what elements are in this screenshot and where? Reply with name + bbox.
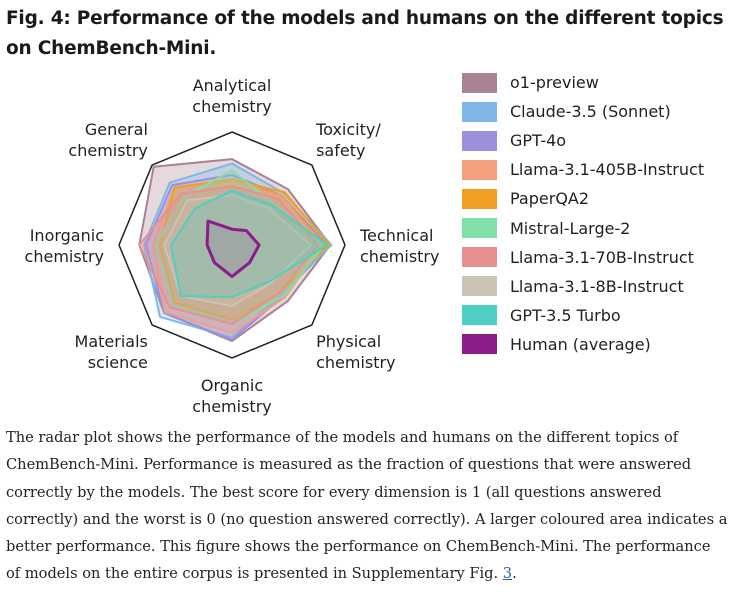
figure-caption: The radar plot shows the performance of … [6,424,728,588]
axis-label-analytical-chemistry: Analytical chemistry [192,76,271,116]
axis-label-toxicity-safety: Toxicity/safety [315,120,381,160]
axis-label-line: chemistry [192,97,271,116]
legend-item-llama-3-1-70b-instruct: Llama-3.1-70B-Instruct [462,243,732,272]
axis-label-line: chemistry [316,353,395,372]
axis-label-technical-chemistry: Technical chemistry [359,226,439,266]
axis-label-line: Materials [75,332,148,351]
legend-label: Claude-3.5 (Sonnet) [510,102,671,122]
radar-outer-frame [118,131,346,359]
caption-end: . [512,565,517,583]
axis-label-physical-chemistry: Physical chemistry [316,332,395,372]
legend-label: Mistral-Large-2 [510,218,631,238]
legend-item-gpt-3-5-turbo: GPT-3.5 Turbo [462,301,732,330]
legend-swatch [462,188,497,209]
legend-label: Llama-3.1-70B-Instruct [510,247,694,267]
legend-item-claude-3-5-sonnet: Claude-3.5 (Sonnet) [462,97,732,126]
axis-label-line: safety [316,141,365,160]
legend-label: Llama-3.1-405B-Instruct [510,160,705,180]
legend-item-gpt-4o: GPT-4o [462,126,732,155]
legend-item-llama-3-1-405b-instruct: Llama-3.1-405B-Instruct [462,155,732,184]
supplementary-fig-link[interactable]: 3 [502,565,513,583]
legend-swatch [462,218,497,239]
axis-label-line: Physical [316,332,381,351]
radar-chart: Analytical chemistry Toxicity/safety Techni… [25,76,440,416]
figure-title: Fig. 4: Performance of the models and hu… [6,8,724,59]
axis-label-general-chemistry: General chemistry [68,120,147,160]
legend-swatch [462,334,497,355]
series-human-average [205,219,261,279]
axis-label-line: Technical [359,226,433,245]
legend-item-o1-preview: o1-preview [462,68,732,97]
axis-label-line: chemistry [360,247,439,266]
caption-text: The radar plot shows the performance of … [6,429,728,583]
legend-label: PaperQA2 [510,189,590,209]
chart-legend: o1-preview Claude-3.5 (Sonnet) GPT-4o Llama… [462,68,732,359]
series-llama-3-1-70b-instruct [138,185,319,326]
axis-label-line: chemistry [68,141,147,160]
frame-layer [118,131,346,359]
legend-label: Llama-3.1-8B-Instruct [510,276,684,296]
series-gpt-3-5-turbo [170,189,328,298]
legend-swatch [462,130,497,151]
axis-label-line: chemistry [192,397,271,416]
legend-swatch [462,101,497,122]
legend-swatch [462,276,497,297]
axis-label-layer: Analytical chemistry Toxicity/safety Techni… [25,76,440,416]
series-layer [138,158,333,343]
legend-label: o1-preview [510,73,599,93]
legend-swatch [462,159,497,180]
legend-label: GPT-4o [510,131,567,151]
axis-label-line: Toxicity/ [315,120,381,139]
axis-label-inorganic-chemistry: Inorganic chemistry [25,226,104,266]
axis-label-organic-chemistry: Organic chemistry [192,376,271,416]
axis-label-line: Inorganic [30,226,104,245]
series-llama-3-1-405b-instruct [151,180,324,335]
legend-label: GPT-3.5 Turbo [510,305,621,325]
axis-label-line: chemistry [25,247,104,266]
axis-label-line: Analytical [193,76,272,95]
legend-swatch [462,72,497,93]
axis-label-line: General [85,120,148,139]
legend-item-paperqa2: PaperQA2 [462,184,732,213]
legend-item-llama-3-1-8b-instruct: Llama-3.1-8B-Instruct [462,272,732,301]
axis-label-line: Organic [201,376,263,395]
legend-swatch [462,247,497,268]
legend-item-human-average: Human (average) [462,330,732,359]
legend-swatch [462,305,497,326]
legend-label: Human (average) [510,334,651,354]
axis-label-materials-science: Materials science [75,332,148,372]
legend-item-mistral-large-2: Mistral-Large-2 [462,213,732,242]
axis-label-line: science [88,353,148,372]
